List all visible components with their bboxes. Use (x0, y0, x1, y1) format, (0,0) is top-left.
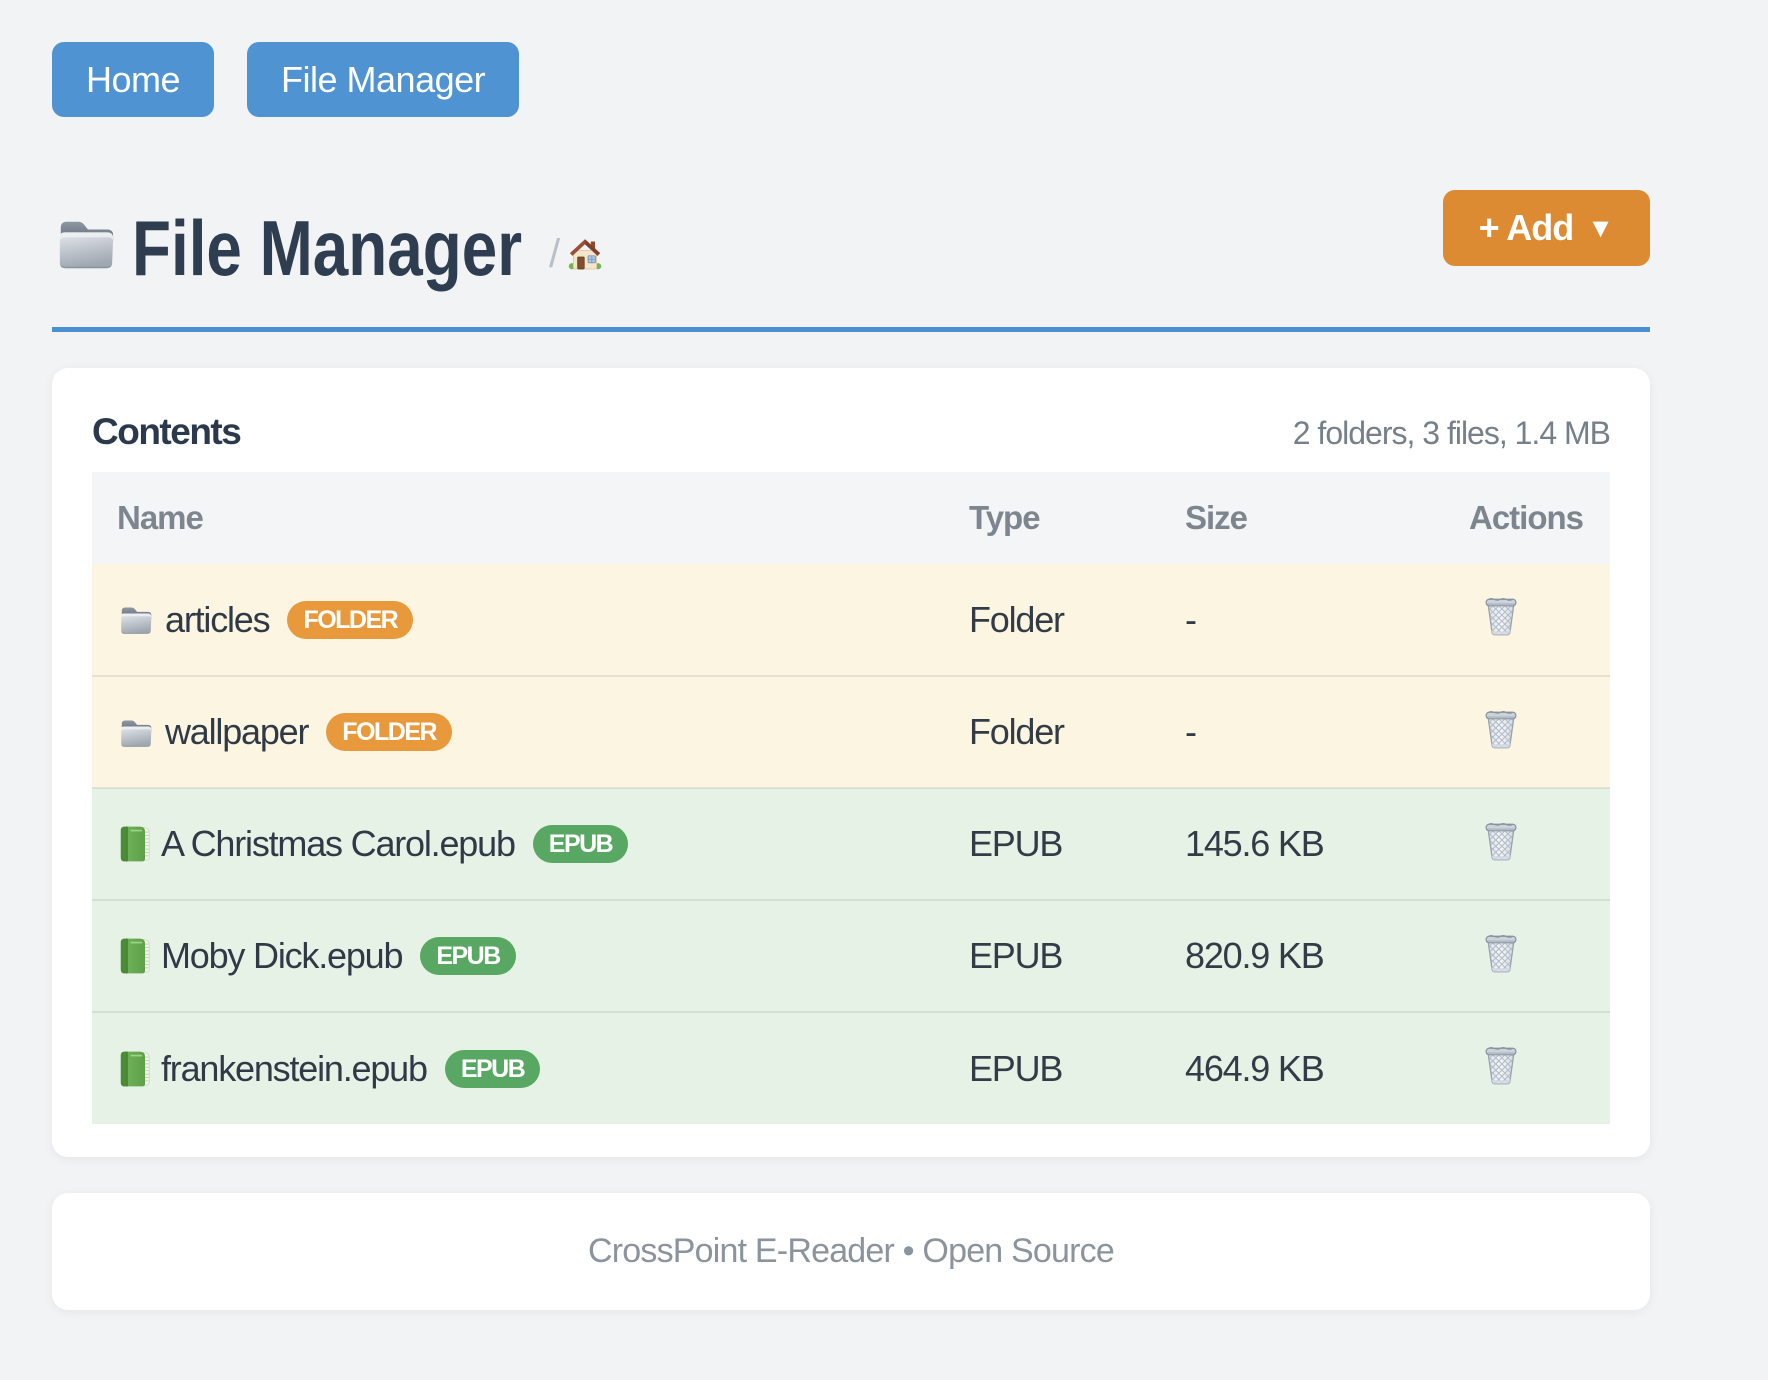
file-size: 820.9 KB (1185, 899, 1469, 1012)
table-row[interactable]: Moby Dick.epub EPUB EPUB 820.9 KB (92, 899, 1610, 1012)
actions-cell (1469, 675, 1610, 788)
contents-title: Contents (92, 411, 242, 452)
file-type: EPUB (969, 787, 1185, 900)
file-type: EPUB (969, 899, 1185, 1012)
add-button[interactable]: + Add ▼ (1442, 190, 1650, 266)
file-name: Moby Dick.epub (161, 935, 404, 976)
table-row[interactable]: articles FOLDER Folder - (92, 564, 1610, 676)
name-cell: wallpaper FOLDER (92, 675, 969, 788)
actions-cell (1469, 564, 1610, 676)
home-button[interactable]: Home (52, 42, 215, 117)
contents-summary: 2 folders, 3 files, 1.4 MB (1292, 415, 1611, 451)
file-size: 464.9 KB (1185, 1011, 1469, 1124)
trash-icon (1481, 819, 1521, 861)
table-header-row: Name Type Size Actions (92, 472, 1610, 564)
file-table-body: articles FOLDER Folder - wallpaper FOLDE… (92, 564, 1610, 1124)
delete-button[interactable] (1481, 819, 1521, 861)
trash-icon (1481, 707, 1521, 749)
column-header-actions: Actions (1469, 472, 1610, 564)
caret-down-icon: ▼ (1587, 212, 1614, 243)
type-badge: FOLDER (287, 600, 414, 639)
table-row[interactable]: wallpaper FOLDER Folder - (92, 675, 1610, 788)
contents-header: Contents 2 folders, 3 files, 1.4 MB (92, 408, 1611, 456)
file-type: Folder (969, 598, 1065, 640)
add-button-label: + Add (1478, 207, 1575, 248)
name-cell: frankenstein.epub EPUB (92, 1011, 969, 1124)
top-nav: Home File Manager (52, 42, 520, 117)
name-cell-content: Moby Dick.epub EPUB (117, 935, 969, 977)
file-name: A Christmas Carol.epub (161, 823, 516, 864)
contents-card: Contents 2 folders, 3 files, 1.4 MB Name… (52, 368, 1650, 1157)
type-badge: FOLDER (326, 713, 453, 751)
delete-button[interactable] (1481, 594, 1521, 636)
table-row[interactable]: frankenstein.epub EPUB EPUB 464.9 KB (92, 1011, 1610, 1124)
trash-icon (1481, 594, 1521, 636)
file-size: - (1185, 675, 1469, 788)
file-type: Folder (969, 675, 1185, 788)
folder-icon (55, 212, 117, 274)
file-size: 145.6 KB (1185, 787, 1469, 900)
name-cell: articles FOLDER (92, 564, 969, 676)
name-cell-content: frankenstein.epub EPUB (117, 1048, 969, 1090)
delete-button[interactable] (1481, 1043, 1521, 1085)
actions-cell (1469, 899, 1610, 1012)
folder-icon (117, 602, 155, 637)
file-size: - (1185, 598, 1197, 640)
type-badge: EPUB (444, 1049, 541, 1088)
column-header-name: Name (92, 472, 969, 564)
column-header-type: Type (969, 472, 1185, 564)
folder-icon (117, 715, 155, 750)
name-cell: Moby Dick.epub EPUB (92, 899, 969, 1012)
name-cell-content: A Christmas Carol.epub EPUB (117, 823, 969, 865)
file-table: Name Type Size Actions articles FOLDER F… (92, 472, 1610, 1124)
file-name: frankenstein.epub (161, 1047, 428, 1089)
house-icon[interactable] (568, 236, 602, 271)
name-cell-content: wallpaper FOLDER (117, 711, 969, 753)
book-icon (117, 1048, 151, 1090)
footer-text: CrossPoint E-Reader • Open Source (588, 1232, 1115, 1270)
file-name: articles (165, 598, 271, 640)
column-header-size: Size (1185, 472, 1469, 564)
type-badge: EPUB (532, 825, 629, 863)
type-badge: EPUB (420, 937, 516, 975)
name-cell-content: articles FOLDER (117, 599, 969, 641)
table-row[interactable]: A Christmas Carol.epub EPUB EPUB 145.6 K… (92, 787, 1610, 900)
trash-icon (1481, 1043, 1521, 1085)
header-rule (52, 327, 1650, 332)
file-type: EPUB (969, 1011, 1185, 1124)
footer: CrossPoint E-Reader • Open Source (52, 1193, 1650, 1310)
breadcrumb-separator: / (549, 232, 561, 276)
delete-button[interactable] (1481, 931, 1521, 973)
name-cell: A Christmas Carol.epub EPUB (92, 787, 969, 900)
book-icon (117, 823, 151, 865)
file-manager-button[interactable]: File Manager (247, 42, 520, 117)
file-name: wallpaper (165, 711, 309, 752)
trash-icon (1481, 931, 1521, 973)
delete-button[interactable] (1481, 707, 1521, 749)
page-title: File Manager (132, 204, 523, 292)
book-icon (117, 935, 151, 977)
actions-cell (1469, 787, 1610, 900)
page-header: File Manager / + Add ▼ (52, 190, 1650, 287)
actions-cell (1469, 1011, 1610, 1124)
